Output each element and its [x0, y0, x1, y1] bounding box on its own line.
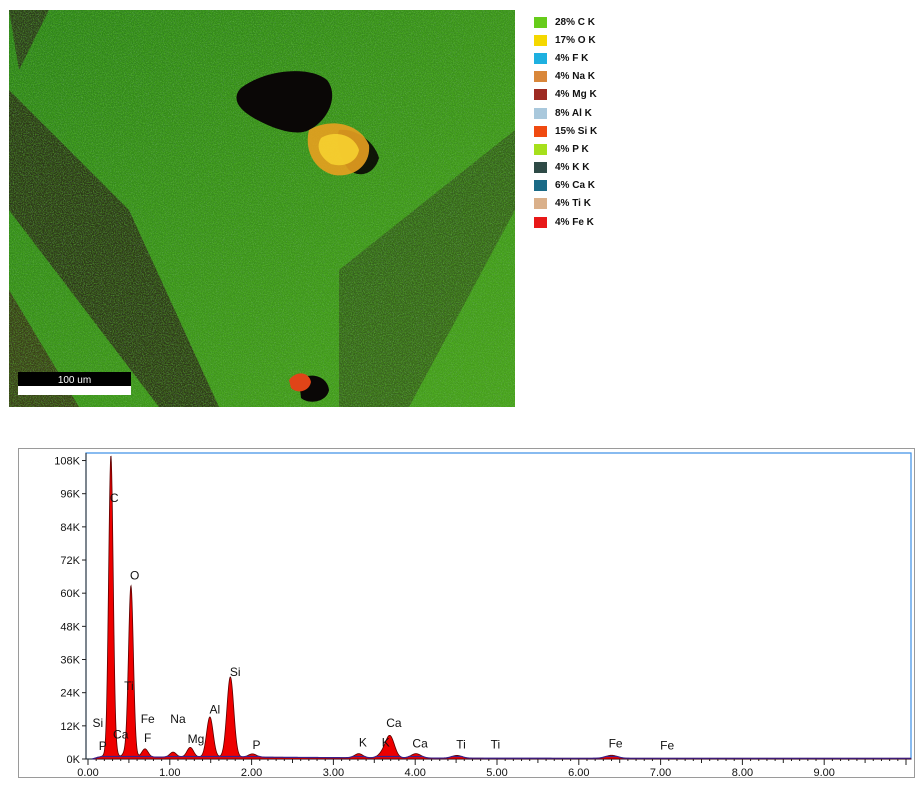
y-tick-label: 12K: [60, 721, 80, 733]
peak-label: C: [110, 491, 119, 505]
peak-label: K: [382, 736, 390, 750]
y-tick-label: 60K: [60, 588, 80, 600]
legend-swatch: [534, 89, 547, 101]
legend-item-ca: 6% Ca K: [534, 177, 654, 195]
legend-swatch: [534, 162, 547, 174]
peak-label: Fe: [141, 712, 155, 726]
spectrum-baseline: [91, 755, 911, 760]
map-mixed-region: [9, 10, 515, 407]
peak-label: P: [253, 738, 261, 752]
peak-label: Ca: [412, 736, 428, 750]
legend-item-mg: 4% Mg K: [534, 86, 654, 104]
peak-label: Ca: [113, 727, 129, 741]
peak-label: P: [99, 739, 107, 753]
peak-label: F: [144, 731, 151, 745]
legend-item-na: 4% Na K: [534, 68, 654, 86]
x-tick-label: 1.00: [159, 767, 180, 778]
legend-item-o: 17% O K: [534, 31, 654, 49]
peak-label: Ti: [491, 737, 501, 751]
peak-label: Ca: [386, 716, 402, 730]
map-si-hotspot: [289, 123, 370, 392]
legend-swatch: [534, 34, 547, 46]
legend-swatch: [534, 125, 547, 137]
peak-label: Si: [230, 665, 241, 679]
y-tick-label: 84K: [60, 522, 80, 534]
legend-item-f: 4% F K: [534, 49, 654, 67]
x-tick-label: 9.00: [813, 767, 834, 778]
legend-swatch: [534, 143, 547, 155]
chart-frame: [18, 448, 915, 778]
peak-label: Fe: [660, 738, 674, 752]
y-axis: 0K 12K 24K 36K 48K 60K 72K 84K 96K 108K: [54, 453, 87, 766]
peak-label: O: [130, 568, 139, 582]
y-tick-label: 48K: [60, 621, 80, 633]
x-tick-label: 0.00: [77, 767, 98, 778]
legend-item-ti: 4% Ti K: [534, 195, 654, 213]
eds-spectrum-chart: 0K 12K 24K 36K 48K 60K 72K 84K 96K 108K 0.00 1.00 2…: [18, 448, 915, 778]
scale-bar: 100 um: [18, 372, 131, 395]
peak-label: Na: [170, 712, 186, 726]
legend-item-k: 4% K K: [534, 159, 654, 177]
y-tick-label: 36K: [60, 655, 80, 667]
legend-swatch: [534, 52, 547, 64]
x-tick-label: 4.00: [404, 767, 425, 778]
x-tick-label: 3.00: [323, 767, 344, 778]
y-tick-label: 72K: [60, 555, 80, 567]
x-tick-label: 7.00: [650, 767, 671, 778]
x-tick-label: 5.00: [486, 767, 507, 778]
legend-swatch: [534, 107, 547, 119]
peak-label: Ti: [124, 679, 134, 693]
element-map: 100 um: [9, 10, 515, 407]
peak-label: Mg: [188, 732, 205, 746]
legend-swatch: [534, 216, 547, 228]
legend-item-si: 15% Si K: [534, 122, 654, 140]
peak-label: Fe: [609, 736, 623, 750]
x-tick-label: 6.00: [568, 767, 589, 778]
svg-text:100 um: 100 um: [58, 375, 91, 386]
x-tick-label: 8.00: [732, 767, 753, 778]
x-tick-label: 2.00: [241, 767, 262, 778]
peak-label: Ti: [456, 737, 466, 751]
legend-swatch: [534, 180, 547, 192]
legend-item-al: 8% Al K: [534, 104, 654, 122]
peak-label: Al: [209, 702, 220, 716]
y-tick-label: 0K: [67, 754, 81, 766]
element-legend: 28% C K 17% O K 4% F K 4% Na K 4% Mg K 8…: [534, 13, 654, 231]
legend-swatch: [534, 198, 547, 210]
legend-item-c: 28% C K: [534, 13, 654, 31]
legend-item-fe: 4% Fe K: [534, 213, 654, 231]
y-tick-label: 108K: [54, 456, 80, 468]
y-tick-label: 24K: [60, 688, 80, 700]
legend-swatch: [534, 16, 547, 28]
peak-label: Si: [92, 716, 103, 730]
y-tick-label: 96K: [60, 489, 80, 501]
legend-swatch: [534, 71, 547, 83]
legend-item-p: 4% P K: [534, 140, 654, 158]
peak-label: K: [359, 736, 367, 750]
